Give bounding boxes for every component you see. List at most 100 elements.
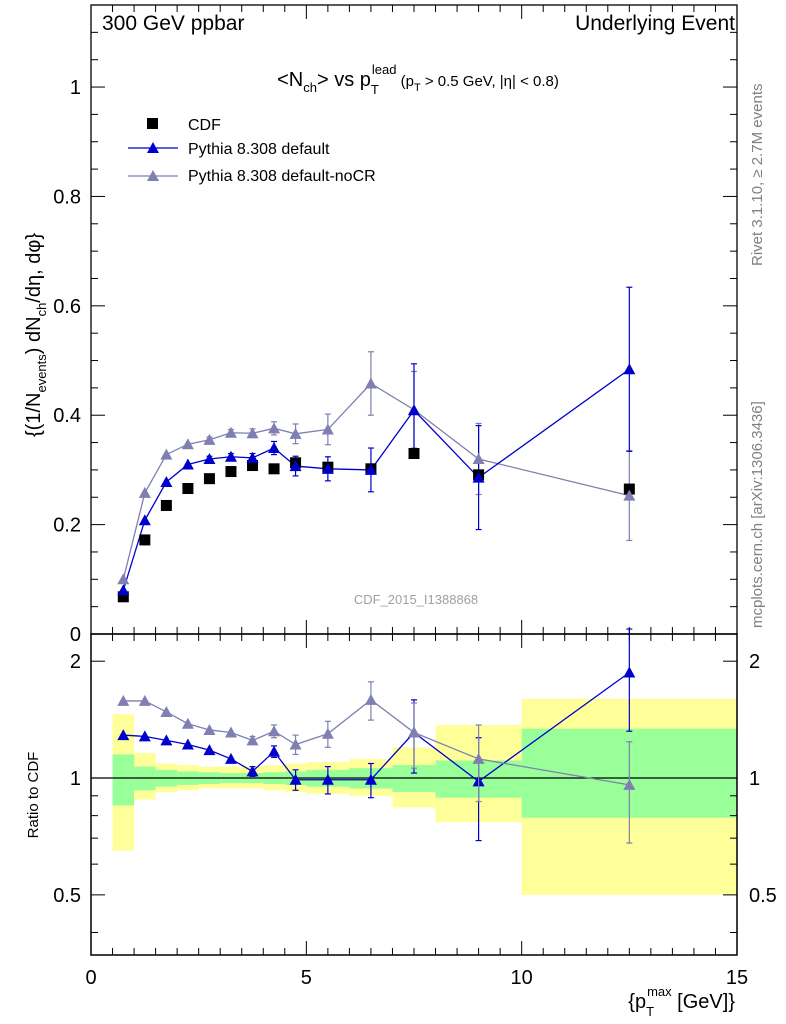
nocr-point bbox=[289, 427, 302, 439]
cdf-point bbox=[225, 466, 237, 478]
cdf-point bbox=[623, 483, 635, 495]
ratio-nocr-point bbox=[364, 693, 377, 705]
ratio-y-tick-label: 2 bbox=[70, 651, 81, 673]
nocr-point bbox=[224, 426, 237, 438]
default-point bbox=[117, 584, 130, 596]
legend: CDF Pythia 8.308 default Pythia 8.308 de… bbox=[128, 117, 376, 185]
ratio-nocr-point bbox=[181, 717, 194, 729]
main-y-tick-label: 0.2 bbox=[53, 515, 81, 537]
ratio-y-tick-label: 0.5 bbox=[53, 885, 81, 907]
x-tick-label: 10 bbox=[511, 967, 533, 989]
default-point bbox=[224, 450, 237, 462]
ratio-default-point bbox=[321, 773, 334, 785]
legend-nocr-marker bbox=[147, 170, 159, 181]
ratio-plot: 0 5 10 15 0.5 0.5 1 1 2 2 bbox=[53, 628, 777, 989]
cdf-point bbox=[408, 448, 420, 460]
ratio-y-tick-label-right: 0.5 bbox=[749, 885, 777, 907]
default-point bbox=[268, 442, 281, 454]
ratio-nocr-point bbox=[224, 726, 237, 738]
rivet-label: Rivet 3.1.10, ≥ 2.7M events bbox=[749, 84, 766, 267]
ratio-default-point bbox=[181, 738, 194, 750]
ratio-nocr-point bbox=[138, 694, 151, 706]
mcplots-label: mcplots.cern.ch [arXiv:1306.3436] bbox=[749, 401, 766, 628]
nocr-point bbox=[117, 573, 130, 585]
nocr-point bbox=[623, 489, 636, 501]
ratio-frame-top bbox=[90, 633, 738, 956]
main-plot: 0 0.2 0.4 0.6 0.8 1 bbox=[53, 4, 738, 646]
main-y-tick-label: 0.8 bbox=[53, 186, 81, 208]
default-point bbox=[472, 471, 485, 483]
cdf-point bbox=[160, 499, 172, 511]
ratio-default-point bbox=[364, 773, 377, 785]
ratio-default-point bbox=[138, 730, 151, 742]
cdf-point bbox=[203, 473, 215, 485]
ratio-default-point bbox=[203, 744, 216, 756]
ratio-nocr-point bbox=[623, 778, 636, 790]
nocr-point bbox=[321, 423, 334, 435]
default-point bbox=[623, 363, 636, 375]
nocr-point bbox=[181, 438, 194, 450]
ratio-default-point bbox=[117, 729, 130, 741]
ratio-band-inner bbox=[112, 754, 135, 806]
cdf-point bbox=[247, 460, 258, 472]
default-point bbox=[408, 404, 420, 416]
nocr-point bbox=[138, 486, 151, 498]
x-tick-label: 5 bbox=[301, 967, 312, 989]
ratio-y-tick-label-right: 1 bbox=[749, 768, 760, 790]
main-ylabel: {(1/Nevents) dNch/dη, dφ} bbox=[23, 233, 49, 437]
main-y-tick-label: 1 bbox=[70, 77, 81, 99]
main-y-tick-label: 0.6 bbox=[53, 296, 81, 318]
default-point bbox=[160, 475, 173, 487]
nocr-point bbox=[246, 427, 259, 439]
main-y-tick-label: 0.4 bbox=[53, 405, 81, 427]
ratio-default-point bbox=[268, 745, 281, 757]
ratio-nocr-point bbox=[203, 723, 216, 735]
default-point bbox=[364, 463, 377, 475]
cdf-point bbox=[117, 591, 129, 603]
cdf-point bbox=[182, 483, 194, 495]
legend-nocr-label: Pythia 8.308 default-noCR bbox=[188, 168, 376, 185]
nocr-point bbox=[268, 422, 281, 434]
ratio-default-point bbox=[224, 752, 237, 764]
nocr-point bbox=[472, 452, 485, 464]
ratio-nocr-point bbox=[268, 725, 281, 737]
ratio-default-point bbox=[246, 765, 259, 777]
header-left: 300 GeV ppbar bbox=[102, 12, 244, 35]
default-point bbox=[321, 462, 334, 474]
x-axis-label: {pTmax [GeV]} bbox=[628, 984, 735, 1019]
ratio-nocr-point bbox=[289, 738, 302, 750]
nocr-point bbox=[364, 377, 377, 389]
legend-default-marker bbox=[147, 142, 159, 153]
ratio-nocr-point bbox=[117, 694, 130, 706]
ratio-y-tick-label: 1 bbox=[70, 768, 81, 790]
nocr-line bbox=[122, 382, 630, 580]
cdf-point bbox=[268, 463, 280, 475]
legend-default-label: Pythia 8.308 default bbox=[188, 141, 330, 158]
nocr-point bbox=[203, 433, 216, 445]
default-line bbox=[122, 368, 630, 591]
ratio-default-point bbox=[160, 734, 173, 746]
header-right: Underlying Event bbox=[575, 12, 735, 35]
legend-cdf-label: CDF bbox=[188, 117, 221, 134]
ratio-nocr-point bbox=[472, 752, 485, 764]
ratio-nocr-point bbox=[160, 705, 173, 717]
default-point bbox=[181, 458, 194, 470]
x-tick-label: 15 bbox=[726, 967, 748, 989]
ratio-default-point bbox=[623, 666, 636, 678]
default-point bbox=[289, 460, 302, 472]
default-point bbox=[246, 451, 259, 463]
ratio-default-point bbox=[289, 773, 302, 785]
main-y-tick-label: 0 bbox=[70, 624, 81, 646]
main-frame bbox=[90, 4, 738, 635]
legend-cdf-marker bbox=[147, 118, 158, 129]
x-tick-label: 0 bbox=[85, 967, 96, 989]
nocr-point bbox=[160, 448, 173, 460]
cdf-point bbox=[139, 534, 151, 546]
ratio-nocr-point bbox=[321, 727, 334, 739]
default-point bbox=[203, 452, 216, 464]
ratio-y-tick-label-right: 2 bbox=[749, 651, 760, 673]
ratio-ylabel: Ratio to CDF bbox=[25, 752, 42, 839]
ratio-nocr-point bbox=[246, 734, 259, 746]
watermark: CDF_2015_I1388868 bbox=[354, 592, 478, 607]
